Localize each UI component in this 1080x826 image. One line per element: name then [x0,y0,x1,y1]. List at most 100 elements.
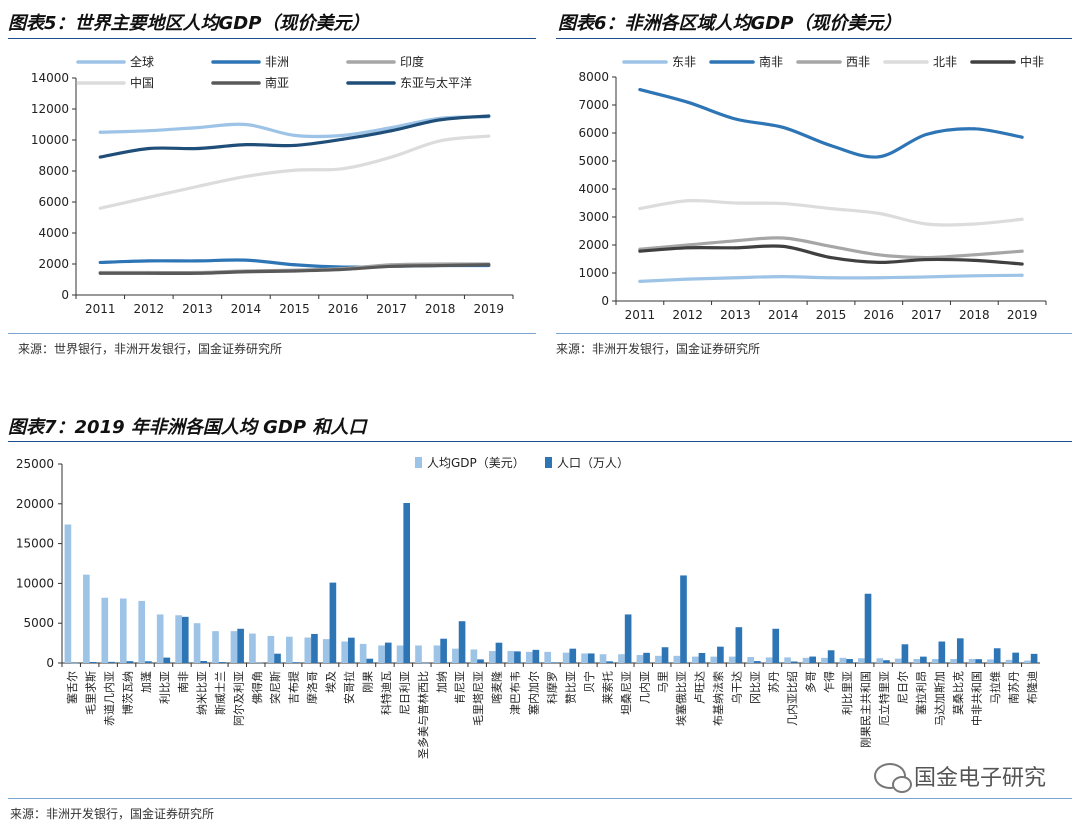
chart7-bar [624,614,632,663]
chart7-category-label: 贝宁 [582,671,596,693]
chart7-bar [827,650,835,663]
chart5-data-point [438,118,442,122]
chart5-data-point [390,155,394,159]
chart7-legend-label: 人口（万人） [557,456,629,470]
chart7-bar [636,655,644,663]
chart7-bar [784,657,791,663]
chart7-bar [421,662,429,664]
chart5-data-point [438,264,442,268]
chart6-data-point [972,258,976,262]
chart6-data-point [972,127,976,131]
chart7-bar [89,661,97,663]
chart5-y-tick-label: 2000 [38,257,69,271]
chart7-category-label: 赞比亚 [564,671,577,704]
chart7-bar [255,662,263,664]
chart7-bar [710,656,718,663]
chart5-data-point [147,259,151,263]
chart6-data-point [829,207,833,211]
chart6-y-tick-label: 2000 [578,238,609,252]
chart6-data-point [781,236,785,240]
chart6-data-point [877,276,881,280]
chart7-bar [802,657,810,663]
chart7-top-rule [8,441,1072,442]
chart7-bar [1030,653,1038,663]
chart7-bar [680,575,687,663]
chart7-category-label: 圣多美与普林西比 [416,671,430,759]
chart7-category-label: 加纳 [435,671,448,693]
chart7-plot: 0 5000 10000 15000 20000 25000 塞舌尔 毛里求斯 赤道几内亚 博茨瓦… [16,456,1040,759]
chart7-bar [329,582,337,663]
chart5-y-tick-label: 14000 [31,71,69,85]
chart7-category-label: 喀麦隆 [490,671,504,704]
chart7-bar [858,658,865,663]
chart7-bar [507,651,515,663]
chart5-data-point [244,143,248,147]
chart7-category-label: 乌干达 [730,671,744,704]
chart7-title: 图表7：2019 年非洲各国人均 GDP 和人口 [8,417,367,438]
chart6-y-tick-label: 7000 [578,98,609,112]
chart7-bar [415,645,422,663]
chart7-category-label: 肯尼亚 [454,671,467,704]
chart5-data-point [293,263,296,267]
chart5-x-tick-label: 2018 [425,302,456,316]
chart5-data-point [244,174,248,178]
chart7-category-label: 厄立特里亚 [877,671,891,726]
chart6-x-tick-label: 2016 [864,308,895,322]
chart7-bar [452,648,459,663]
chart7-category-label: 刚果民主共和国 [860,671,873,748]
chart6-title: 图表6：非洲各区域人均GDP（现价美元） [558,13,902,34]
chart7-category-label: 塞内加尔 [527,671,541,715]
chart7-bar [772,628,780,663]
chart7-bar [618,654,625,663]
chart5-data-point [341,137,345,141]
chart7-category-label: 吉布提 [288,671,301,704]
chart7-bar [163,657,171,663]
chart6-legend-label: 中非 [1020,54,1044,69]
chart6-data-point [638,88,642,92]
chart7-bar [212,631,219,663]
chart5-data-point [98,206,102,210]
chart7-legend-swatch [545,457,552,468]
chart5-data-point [244,258,248,262]
chart5-y-tick-label: 6000 [38,195,69,209]
chart7-bar [931,659,939,663]
chart7-bar [698,652,706,663]
chart6-plot: 0 1000 2000 3000 4000 5000 6000 7000 8000 2011 201… [578,54,1047,322]
chart7-category-label: 毛里求斯 [85,671,98,715]
chart5-data-point [195,185,199,188]
chart7-bar [514,651,521,663]
chart7-category-label: 阿尔及利亚 [232,671,245,726]
chart7-category-label: 安哥拉 [342,671,356,704]
chart7-category-label: 加蓬 [140,671,153,693]
chart7-category-label: 多哥 [803,671,817,693]
chart7-bar [488,651,496,663]
chart6-data-point [877,253,881,257]
chart7-bar [753,661,761,663]
chart6-data-point [925,132,929,136]
chart6-x-tick-label: 2019 [1007,308,1038,322]
chart7-bar [1005,659,1013,663]
watermark-text: 国金电子研究 [913,766,1046,791]
chart7-category-label: 布隆迪 [1025,671,1039,704]
chart7-bar [883,660,890,663]
chart5-bottom-rule [8,333,536,334]
chart7-bar [661,647,669,663]
chart6-x-tick-label: 2011 [625,308,656,322]
chart7-bar [643,652,650,663]
chart7-category-label: 埃及 [324,671,338,693]
chart7-bar [83,574,90,663]
chart7-bar [864,593,872,663]
chart7-bar [975,659,983,663]
chart6-data-point [686,246,690,250]
chart6-data-point [733,117,737,121]
chart5-data-point [147,129,151,133]
chart6-data-point [686,243,690,247]
chart6-y-tick-label: 1000 [578,266,609,280]
chart6-legend-label: 南非 [759,54,783,69]
chart5-data-point [390,264,394,268]
chart6-x-tick-label: 2017 [911,308,942,322]
chart7-bar [717,646,724,663]
chart5-y-tick-label: 10000 [31,133,69,147]
chart7-bar [587,653,595,663]
chart5-data-point [390,126,394,130]
